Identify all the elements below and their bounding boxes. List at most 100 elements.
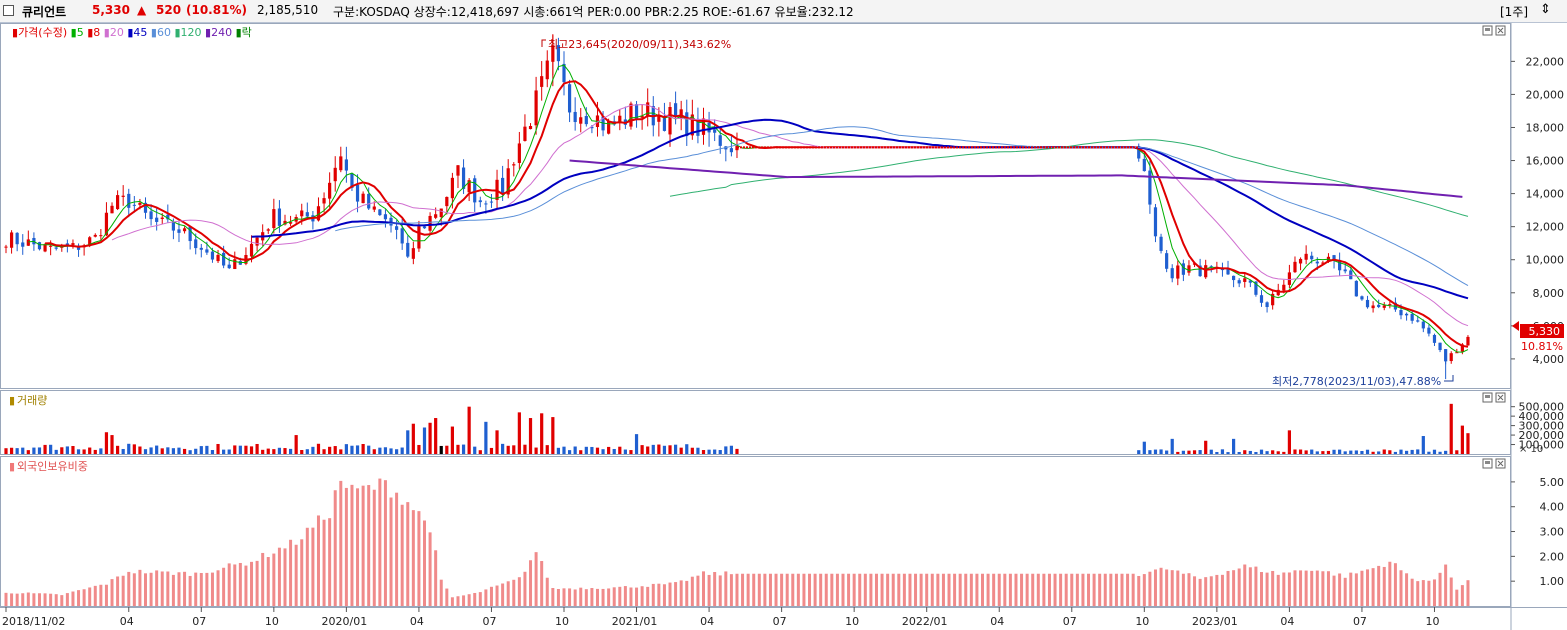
foreign-ratio-bar bbox=[947, 573, 951, 606]
price-change-pct: (10.81%) bbox=[186, 3, 247, 17]
price-candle bbox=[1148, 170, 1152, 205]
price-candle bbox=[26, 239, 30, 246]
price-panel[interactable] bbox=[0, 23, 1511, 389]
foreign-ratio-bar bbox=[1008, 573, 1012, 606]
price-candle bbox=[562, 63, 566, 83]
volume-tick-label: 500,000 bbox=[1519, 401, 1565, 414]
expand-icon[interactable]: ⇕ bbox=[1540, 2, 1551, 17]
legend-item-락: 락 bbox=[242, 26, 252, 39]
volume-bar bbox=[428, 422, 432, 454]
price-candle bbox=[1466, 336, 1470, 346]
volume-bar bbox=[517, 412, 521, 454]
price-candle bbox=[339, 156, 343, 171]
volume-bar bbox=[316, 443, 321, 454]
volume-bar bbox=[439, 445, 443, 454]
stock-chart[interactable]: 22,000 20,000 18,000 16,000 14,000 12,000 10,0… bbox=[0, 23, 1567, 630]
volume-bar bbox=[116, 445, 120, 454]
volume-bar bbox=[333, 446, 337, 454]
foreign-ratio-bar bbox=[668, 582, 672, 606]
price-candle bbox=[205, 249, 209, 253]
foreign-ratio-bar bbox=[395, 492, 399, 606]
volume-bar bbox=[93, 449, 97, 454]
foreign-ratio-bar bbox=[1321, 571, 1325, 606]
foreign-ratio-bar bbox=[785, 573, 789, 606]
select-checkbox[interactable] bbox=[3, 5, 14, 16]
foreign-ratio-bar bbox=[891, 573, 895, 606]
price-candle bbox=[316, 206, 321, 221]
foreign-ratio-bar bbox=[1070, 573, 1074, 606]
volume-bar bbox=[690, 447, 694, 454]
volume-bar bbox=[595, 447, 600, 454]
period-button[interactable]: [1주] bbox=[1500, 5, 1529, 19]
volume-bar bbox=[1215, 451, 1219, 454]
foreign-ratio-bar bbox=[1338, 573, 1342, 606]
volume-bar bbox=[640, 445, 644, 454]
price-candle bbox=[489, 201, 494, 203]
volume-bar bbox=[1181, 450, 1185, 454]
volume-panel-buttons[interactable] bbox=[1482, 392, 1506, 403]
volume-bar bbox=[9, 447, 14, 454]
price-candle bbox=[1399, 309, 1403, 316]
price-candle bbox=[300, 210, 304, 217]
foreign-ratio-bar bbox=[1399, 570, 1403, 606]
foreign-ratio-bar bbox=[367, 485, 371, 606]
foreign-ratio-bar bbox=[37, 593, 41, 606]
volume-bar bbox=[422, 427, 427, 454]
volume-bar bbox=[171, 448, 175, 454]
foreign-ratio-bar bbox=[1109, 573, 1113, 606]
volume-bar bbox=[1315, 451, 1319, 454]
volume-bar bbox=[707, 449, 711, 454]
foreign-ratio-bar bbox=[489, 586, 493, 606]
volume-bar bbox=[238, 445, 242, 454]
foreign-ratio-bar bbox=[1332, 575, 1336, 606]
volume-bar bbox=[322, 449, 326, 454]
legend-marker: ▮ bbox=[12, 26, 18, 39]
foreign-ratio-bar bbox=[1120, 573, 1124, 606]
price-candle bbox=[328, 182, 332, 199]
foreign-ratio-bar bbox=[1126, 573, 1130, 606]
foreign-ratio-bar bbox=[886, 573, 890, 606]
foreign-ratio-bar bbox=[534, 552, 538, 606]
foreign-ratio-bar bbox=[1438, 572, 1442, 606]
price-candle bbox=[461, 167, 466, 189]
volume-bar bbox=[305, 449, 309, 454]
foreign-ratio-bar bbox=[1276, 574, 1280, 606]
price-candle bbox=[506, 168, 510, 195]
price-candle bbox=[1137, 146, 1141, 159]
foreign-ratio-bar bbox=[439, 579, 443, 606]
price-candle bbox=[1410, 313, 1414, 321]
volume-bar bbox=[261, 449, 265, 454]
legend-item-가격(수정): 가격(수정) bbox=[18, 26, 67, 39]
price-panel-buttons[interactable] bbox=[1482, 25, 1506, 36]
price-candle bbox=[534, 90, 538, 126]
foreign-ratio-bar bbox=[517, 577, 521, 606]
price-candle bbox=[528, 125, 533, 130]
foreign-ratio-bar bbox=[540, 561, 544, 606]
price-candle bbox=[227, 264, 231, 269]
volume-bar bbox=[601, 449, 605, 454]
price-candle bbox=[607, 121, 611, 134]
foreign-ratio-bar bbox=[897, 573, 901, 606]
price-candle bbox=[540, 76, 544, 87]
price-candle bbox=[646, 102, 650, 116]
foreign-ratio-bar bbox=[729, 574, 733, 606]
volume-bar bbox=[166, 447, 170, 454]
foreign-ratio-bar bbox=[32, 593, 36, 606]
foreign-ratio-bars bbox=[4, 478, 1470, 606]
volume-bar bbox=[1377, 451, 1381, 454]
volume-bar bbox=[350, 445, 354, 454]
high-annotation-arrow bbox=[541, 39, 546, 47]
price-candle bbox=[406, 242, 410, 257]
top-info-bar: 큐리언트 5,330 ▲ 520 (10.81%) 2,185,510 구분:K… bbox=[0, 0, 1567, 23]
volume-bar bbox=[473, 446, 477, 454]
foreign-ratio-bar bbox=[607, 588, 611, 606]
price-candle bbox=[99, 235, 103, 237]
price-candle bbox=[266, 229, 270, 231]
foreign-panel-buttons[interactable] bbox=[1482, 458, 1506, 469]
volume-panel[interactable] bbox=[0, 390, 1511, 455]
foreign-ratio-bar bbox=[874, 573, 878, 606]
price-candle bbox=[1360, 296, 1364, 300]
volume-bar bbox=[618, 446, 622, 454]
volume-bar bbox=[1404, 450, 1409, 454]
foreign-ratio-bar bbox=[651, 583, 655, 606]
